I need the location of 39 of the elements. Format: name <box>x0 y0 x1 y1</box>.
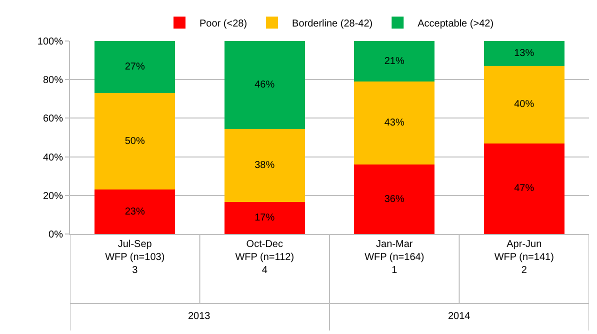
bar <box>354 164 435 234</box>
text: 2013 <box>188 311 211 322</box>
y-tick-label: 100% <box>37 36 64 48</box>
data-label: 38% <box>254 160 275 171</box>
x-tick-label: Oct-Dec WFP (n=112) 4 <box>235 239 294 276</box>
bar <box>484 41 564 66</box>
bar <box>484 66 564 144</box>
bar <box>94 41 176 94</box>
data-label: 47% <box>514 183 534 194</box>
data-label: 17% <box>254 212 275 224</box>
legend-label: Poor (<28) <box>200 18 248 30</box>
bar <box>354 82 435 165</box>
data-label: 43% <box>384 118 404 129</box>
y-tick-label: 80% <box>42 75 64 86</box>
data-label: 36% <box>384 194 404 205</box>
bar <box>224 202 305 234</box>
data-label: 21% <box>384 56 404 67</box>
bar <box>94 190 176 234</box>
data-label: 40% <box>514 99 534 110</box>
x-tick-label: Apr-Jun WFP (n=141) 2 <box>494 239 554 276</box>
y-tick-label: 0% <box>48 230 64 240</box>
data-label: 13% <box>514 48 534 60</box>
data-label: 46% <box>254 80 275 91</box>
data-label: 23% <box>124 206 145 218</box>
data-label: 50% <box>124 136 145 147</box>
data-label: 27% <box>124 62 145 73</box>
bar <box>484 143 564 234</box>
y-tick-label: 60% <box>42 114 64 125</box>
legend-label: Borderline (28-42) <box>292 18 373 30</box>
x-tick-label: Jan-Mar WFP (n=164) 1 <box>364 239 424 276</box>
text: 2014 <box>448 311 471 322</box>
y-tick-label: 40% <box>42 152 64 164</box>
legend-label: Acceptable (>42) <box>418 18 494 30</box>
bar <box>224 41 305 130</box>
bar <box>94 93 176 190</box>
x-tick-label: Jul-Sep WFP (n=103) 3 <box>105 239 165 276</box>
y-tick-label: 20% <box>42 190 64 202</box>
bar <box>354 41 435 82</box>
bar <box>224 129 305 202</box>
